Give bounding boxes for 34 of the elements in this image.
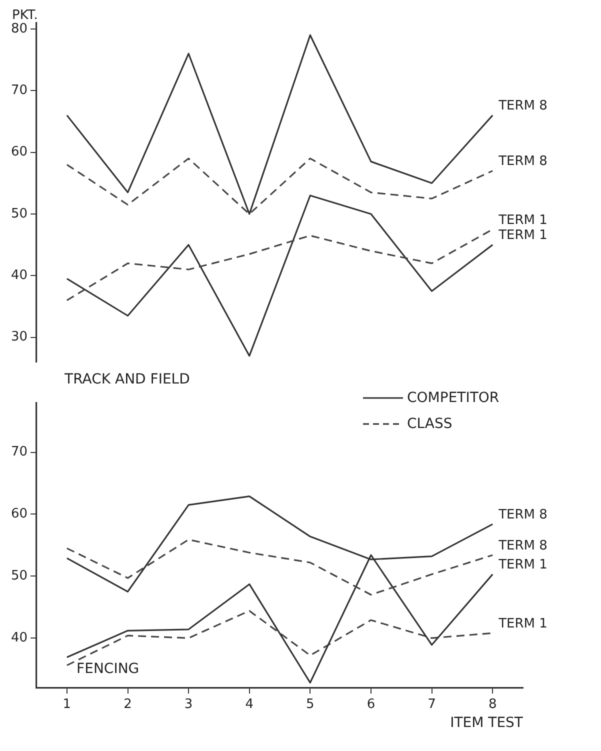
y-tick-label: 60 bbox=[10, 506, 28, 522]
x-tick-label: 7 bbox=[428, 696, 436, 712]
y-tick-label: 80 bbox=[10, 21, 28, 36]
x-tick-label: 6 bbox=[366, 696, 376, 712]
series-label: TERM 8 bbox=[498, 98, 548, 114]
series-label: TERM 8 bbox=[498, 154, 548, 170]
annotation: COMPETITOR bbox=[407, 390, 500, 406]
y-axis-title: PKT. bbox=[12, 8, 38, 23]
series-label: TERM 8 bbox=[498, 538, 548, 554]
series-label: TERM 8 bbox=[498, 508, 548, 523]
line-series bbox=[66, 538, 494, 596]
y-tick-label: 50 bbox=[10, 568, 28, 584]
y-tick-label: 70 bbox=[10, 444, 28, 460]
x-tick-label: 1 bbox=[62, 696, 72, 712]
line-series bbox=[66, 158, 494, 215]
y-tick-label: 40 bbox=[10, 630, 28, 646]
x-axis-title: ITEM TEST bbox=[450, 715, 524, 732]
series-label: TERM 1 bbox=[498, 228, 548, 244]
x-tick-label: 8 bbox=[488, 696, 497, 712]
series-label: TERM 1 bbox=[498, 212, 548, 228]
y-tick-label: 50 bbox=[10, 206, 28, 222]
text: TRACK AND FIELD bbox=[64, 372, 190, 388]
y-tick-label: 70 bbox=[10, 83, 28, 98]
series-label: TERM 1 bbox=[498, 558, 548, 573]
annotation: CLASS bbox=[407, 416, 452, 432]
x-tick-label: 5 bbox=[306, 696, 314, 712]
x-tick-label: 2 bbox=[124, 696, 132, 712]
y-tick-label: 40 bbox=[10, 268, 28, 284]
x-tick-label: 3 bbox=[184, 696, 193, 712]
text: FENCING bbox=[76, 661, 140, 678]
series-label: TERM 1 bbox=[498, 616, 548, 632]
x-tick-label: 4 bbox=[245, 696, 254, 712]
y-tick-label: 30 bbox=[10, 330, 28, 345]
y-tick-label: 60 bbox=[10, 144, 28, 160]
